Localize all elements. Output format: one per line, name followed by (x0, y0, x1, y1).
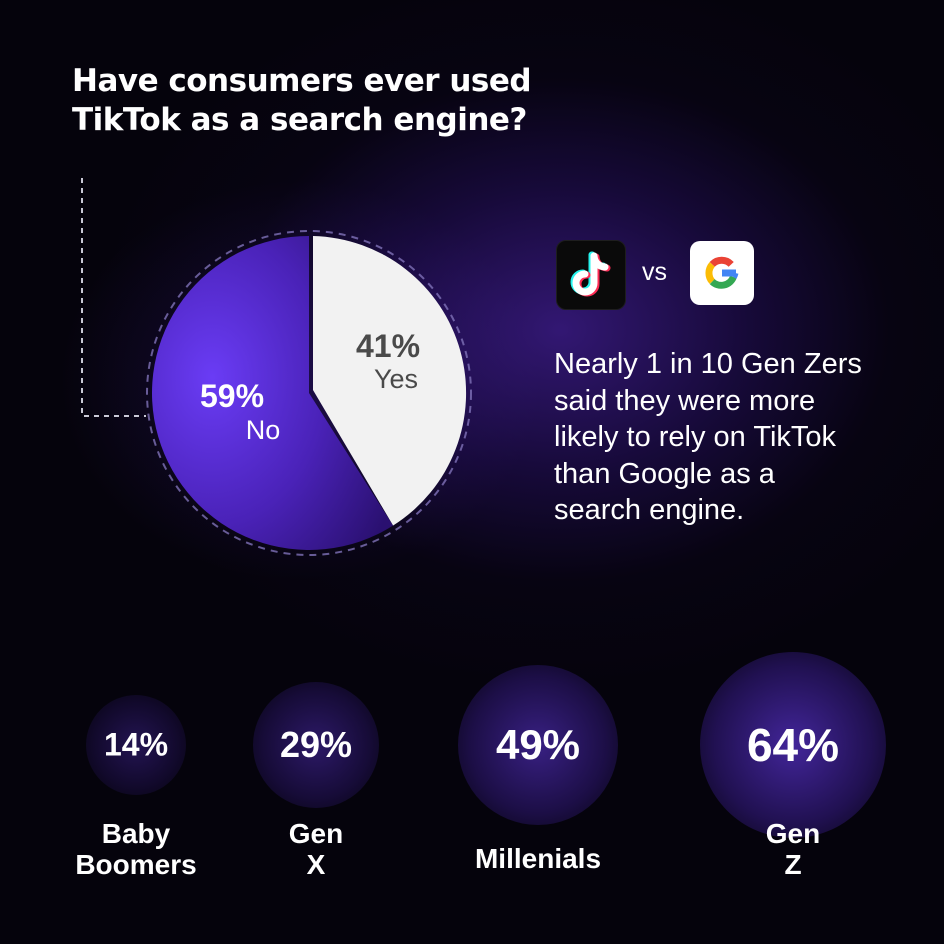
generation-value: 49% (495, 721, 581, 768)
description-line-4: than Google as a (554, 457, 775, 490)
pie-slice-no (152, 236, 394, 550)
pie-slice-yes (313, 236, 467, 526)
description-line-3: likely to rely on TikTok (554, 421, 837, 453)
generation-bubble (85, 694, 187, 796)
google-logo-icon (690, 241, 754, 305)
generation-value: 29% (279, 724, 353, 765)
pie-label-yes-value: 41% (356, 328, 420, 364)
pie-label-no: No (246, 415, 281, 445)
generation-label: Gen X (288, 818, 344, 880)
generation-label: Millenials (474, 843, 602, 874)
generation-label: Baby Boomers (75, 818, 197, 880)
title-line-2: TikTok as a search engine? (72, 102, 527, 138)
generation-value: 14% (103, 726, 169, 763)
generation-label: Gen Z (765, 818, 821, 880)
description-text: Nearly 1 in 10 Gen Zers said they were m… (554, 346, 894, 529)
connector-line (81, 178, 146, 417)
pie-label-no-value: 59% (200, 378, 264, 414)
generation-value: 64% (746, 719, 840, 771)
vs-label: vs (642, 258, 667, 286)
pie-label-yes: Yes (374, 364, 418, 394)
description-line-1: Nearly 1 in 10 Gen Zers (554, 348, 862, 380)
generation-bubble (700, 652, 886, 838)
generation-bubble (457, 664, 619, 826)
generation-bubble (253, 682, 379, 808)
description-line-5: search engine. (554, 494, 745, 526)
pie-outline-ring (146, 230, 472, 556)
description-line-2: said they were more (554, 384, 816, 417)
page-title: Have consumers ever used TikTok as a sea… (72, 62, 672, 140)
tiktok-logo-icon (556, 240, 626, 310)
title-line-1: Have consumers ever used (72, 63, 532, 99)
